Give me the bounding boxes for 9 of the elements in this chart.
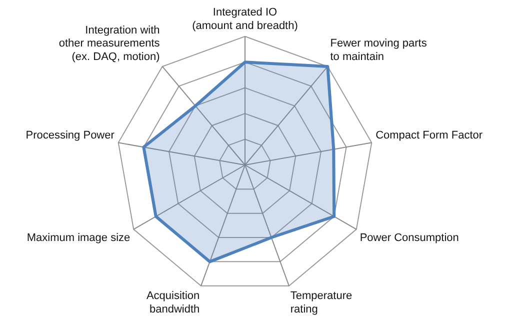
spoke-label: Acquisition bandwidth — [146, 290, 200, 316]
spoke-label: Maximum image size — [26, 232, 130, 244]
spoke-label: Power Consumption — [360, 232, 459, 244]
spoke-label: Integration with other measurements (ex. DAQ, motion) — [58, 24, 160, 63]
spoke-label: Temperature rating — [290, 290, 352, 316]
spoke-label: Processing Power — [26, 129, 115, 142]
spoke-label: Fewer moving parts to maintain — [330, 38, 428, 63]
spoke-label: Compact Form Factor — [376, 129, 483, 142]
spoke-label: Integrated IO (amount and breadth) — [192, 6, 298, 32]
